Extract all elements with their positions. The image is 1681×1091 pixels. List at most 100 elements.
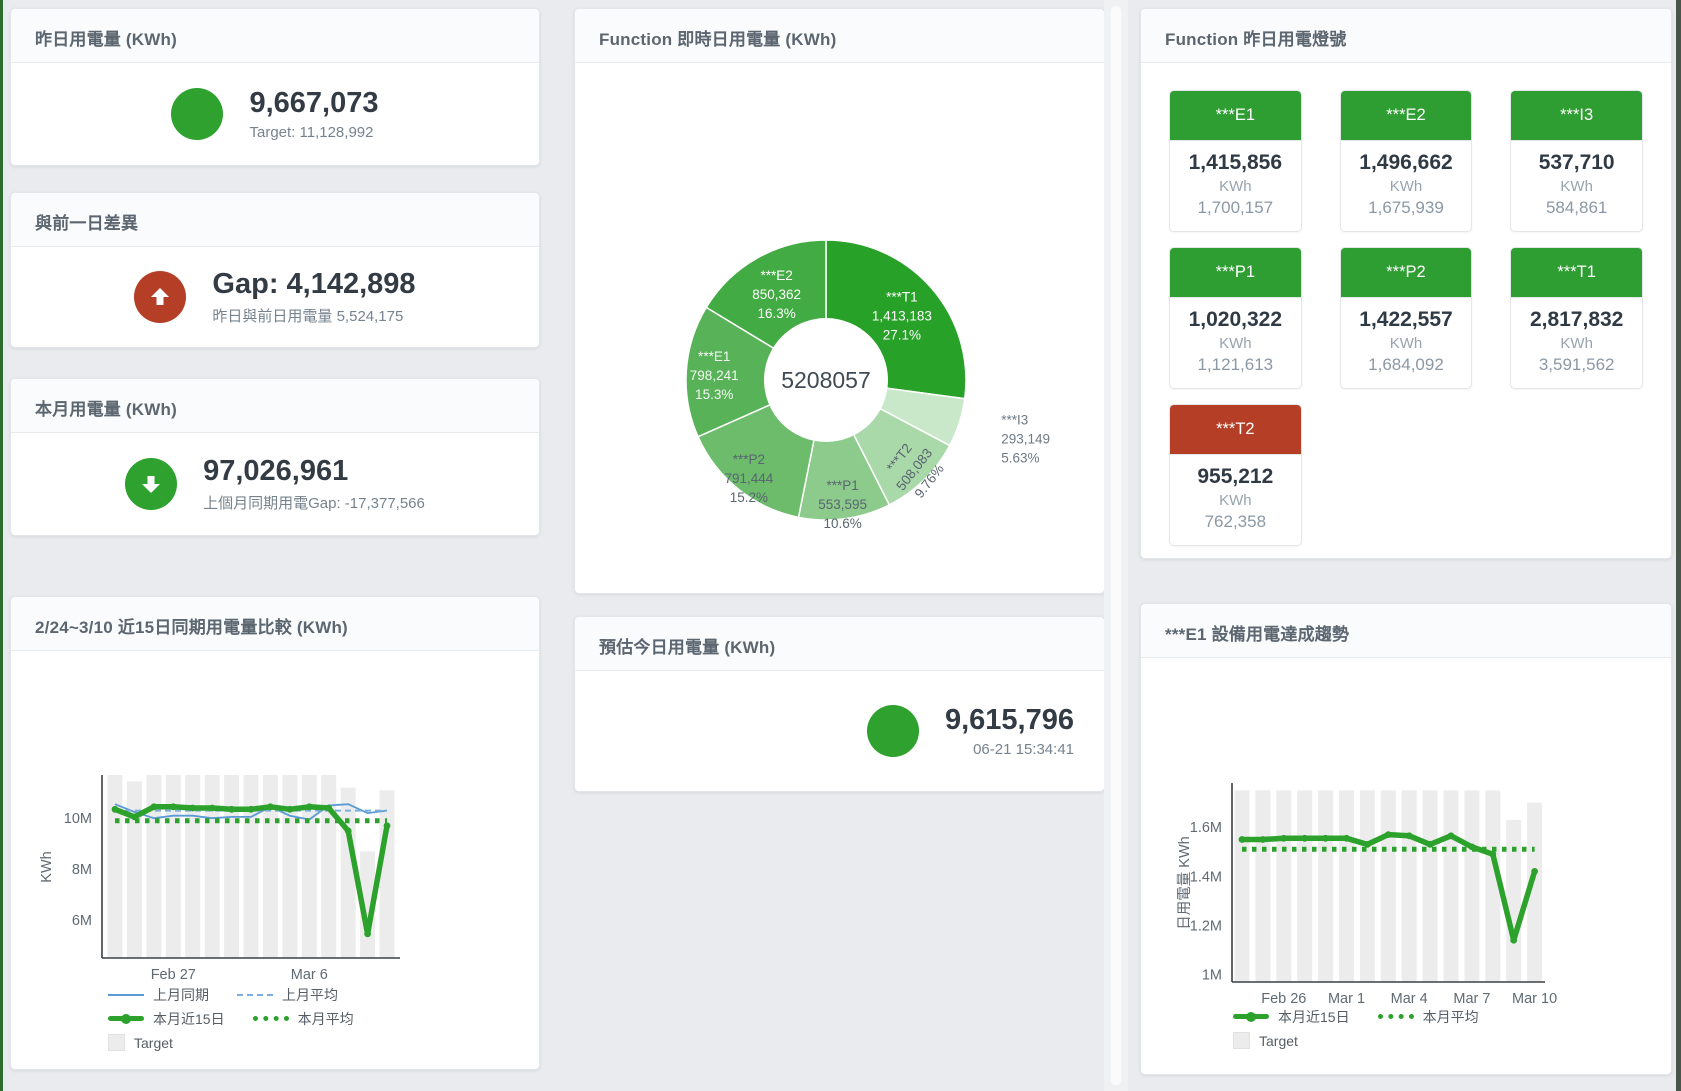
legend-item[interactable]: 本月近15日 <box>1233 1007 1350 1027</box>
light-tile-value: 537,710 <box>1538 151 1615 174</box>
kpi-text: Gap: 4,142,898 昨日與前日用電量 5,524,175 <box>212 268 415 326</box>
light-tile-header: ***I3 <box>1511 91 1642 140</box>
light-tile-value: 955,212 <box>1197 465 1274 488</box>
card-title: 預估今日用電量 (KWh) <box>599 638 776 657</box>
card-e1-trend-chart: ***E1 設備用電達成趨勢 1.6M 1.4M 1.2M 1M Feb 26 Mar 1… <box>1140 603 1672 1075</box>
light-tile-target: 1,675,939 <box>1368 198 1444 217</box>
light-tile-unit: KWh <box>1560 335 1593 352</box>
svg-text:6M: 6M <box>72 913 92 929</box>
legend-item[interactable]: Target <box>108 1034 173 1051</box>
svg-text:10M: 10M <box>64 811 92 827</box>
status-circle-icon <box>866 704 919 757</box>
legend-item[interactable]: 本月平均 <box>252 1009 354 1029</box>
card-header: 預估今日用電量 (KWh) <box>575 617 1104 671</box>
light-tile-unit: KWh <box>1219 335 1252 352</box>
card-title: Function 昨日用電燈號 <box>1165 30 1347 49</box>
legend-swatch-box-icon <box>108 1034 125 1051</box>
trend-chart-legend: 本月近15日 本月平均 Target <box>1233 1007 1479 1055</box>
down-arrow-icon <box>125 457 178 510</box>
kpi-body: 9,667,073 Target: 11,128,992 <box>11 63 539 164</box>
card-yesterday-usage: 昨日用電量 (KWh) 9,667,073 Target: 11,128,992 <box>10 8 540 166</box>
vertical-scrollbar-window[interactable] <box>1676 0 1681 1091</box>
light-tile-target: 1,121,613 <box>1197 355 1274 374</box>
light-tile-value: 1,496,662 <box>1359 151 1453 174</box>
card-header: Function 即時日用電量 (KWh) <box>575 9 1104 63</box>
donut-chart[interactable]: 5208057***T1 1,413,183 27.1% ***I3 293,149 5.… <box>575 63 1102 591</box>
light-tile-unit: KWh <box>1219 492 1252 509</box>
light-tile-target: 584,861 <box>1545 198 1608 217</box>
light-tile-header: ***T2 <box>1170 405 1301 454</box>
legend-swatch-thin-icon <box>108 993 144 996</box>
light-tile[interactable]: ***I3 537,710 KWh 584,861 <box>1510 90 1643 232</box>
legend-swatch-thick-icon <box>108 1013 144 1024</box>
svg-text:KWh: KWh <box>39 851 55 882</box>
light-tile-body: 1,020,322 KWh 1,121,613 <box>1170 297 1301 388</box>
card-day-gap: 與前一日差異 Gap: 4,142,898 昨日與前日用電量 5,524,175 <box>10 192 540 348</box>
svg-text:Feb 27: Feb 27 <box>151 967 196 983</box>
legend-item[interactable]: 上月平均 <box>237 985 338 1005</box>
legend-label: 上月同期 <box>153 986 209 1003</box>
kpi-text: 9,667,073 Target: 11,128,992 <box>249 87 378 141</box>
light-tile-body: 1,496,662 KWh 1,675,939 <box>1340 140 1472 231</box>
light-tile-header: ***P1 <box>1170 248 1301 297</box>
light-tile[interactable]: ***E1 1,415,856 KWh 1,700,157 <box>1169 90 1302 232</box>
legend-label: Target <box>1259 1032 1298 1049</box>
legend-item[interactable]: Target <box>1233 1032 1298 1049</box>
legend-item[interactable]: 上月同期 <box>108 985 209 1005</box>
kpi-subtext: 昨日與前日用電量 5,524,175 <box>212 307 404 325</box>
light-tile[interactable]: ***T2 955,212 KWh 762,358 <box>1169 404 1302 546</box>
page-left-edge <box>0 0 3 1091</box>
light-tile-unit: KWh <box>1560 178 1593 195</box>
card-status-lights: Function 昨日用電燈號 ***E1 1,415,856 KWh 1,700,1… <box>1140 8 1672 559</box>
card-today-estimate: 預估今日用電量 (KWh) 9,615,796 06-21 15:34:41 <box>574 616 1105 792</box>
card-header: 2/24~3/10 近15日同期用電量比較 (KWh) <box>11 597 539 651</box>
card-title: ***E1 設備用電達成趨勢 <box>1165 625 1350 644</box>
scrollbar-thumb[interactable] <box>1109 4 1123 1087</box>
legend-swatch-thick-icon <box>1233 1011 1269 1022</box>
light-tile[interactable]: ***E2 1,496,662 KWh 1,675,939 <box>1339 90 1473 232</box>
svg-text:1.4M: 1.4M <box>1190 869 1222 885</box>
light-tile-header: ***E1 <box>1170 91 1301 140</box>
svg-text:8M: 8M <box>72 862 92 878</box>
status-circle-icon <box>171 87 224 140</box>
card-title: 與前一日差異 <box>35 214 139 233</box>
trend-chart[interactable]: 1.6M 1.4M 1.2M 1M Feb 26 Mar 1 Mar 4 Mar 7 Mar 1… <box>1141 658 1669 1014</box>
light-tile-header: ***E2 <box>1340 91 1472 140</box>
kpi-body: Gap: 4,142,898 昨日與前日用電量 5,524,175 <box>11 247 539 346</box>
light-tile[interactable]: ***P1 1,020,322 KWh 1,121,613 <box>1169 247 1302 389</box>
light-tile-body: 1,422,557 KWh 1,684,092 <box>1340 297 1472 388</box>
light-tile-body: 2,817,832 KWh 3,591,562 <box>1511 297 1642 388</box>
light-tile-target: 1,700,157 <box>1197 198 1274 217</box>
legend-label: 本月平均 <box>297 1010 354 1027</box>
card-header: Function 昨日用電燈號 <box>1141 9 1671 63</box>
light-tile-unit: KWh <box>1389 335 1423 352</box>
card-title: 昨日用電量 (KWh) <box>35 30 177 49</box>
kpi-value: 9,615,796 <box>944 703 1074 736</box>
legend-item[interactable]: 本月平均 <box>1377 1007 1479 1027</box>
legend-row: Target <box>108 1033 354 1052</box>
light-tile-target: 1,684,092 <box>1368 355 1444 374</box>
light-tile[interactable]: ***T1 2,817,832 KWh 3,591,562 <box>1510 247 1643 389</box>
svg-text:Mar 10: Mar 10 <box>1512 991 1557 1007</box>
kpi-value: Gap: 4,142,898 <box>212 267 416 300</box>
light-tile-value: 1,422,557 <box>1359 308 1453 331</box>
kpi-value: 97,026,961 <box>203 454 349 487</box>
svg-text:1.2M: 1.2M <box>1190 918 1222 934</box>
compare-chart[interactable]: 10M 8M 6M Feb 27 Mar 6 KWh <box>11 651 537 987</box>
legend-label: 本月平均 <box>1422 1008 1479 1025</box>
vertical-scrollbar-middle[interactable] <box>1104 0 1128 1091</box>
up-arrow-icon <box>134 270 187 323</box>
light-tile-target: 762,358 <box>1204 512 1267 531</box>
legend-item[interactable]: 本月近15日 <box>108 1009 225 1029</box>
svg-text:1M: 1M <box>1202 968 1222 984</box>
light-tile[interactable]: ***P2 1,422,557 KWh 1,684,092 <box>1339 247 1473 389</box>
card-compare-chart: 2/24~3/10 近15日同期用電量比較 (KWh) 10M 8M 6M Feb 2… <box>10 596 540 1070</box>
legend-label: 本月近15日 <box>1278 1008 1350 1025</box>
svg-text:1.6M: 1.6M <box>1190 820 1222 836</box>
kpi-subtext: Target: 11,128,992 <box>249 123 374 141</box>
light-tile-header: ***P2 <box>1340 248 1472 297</box>
